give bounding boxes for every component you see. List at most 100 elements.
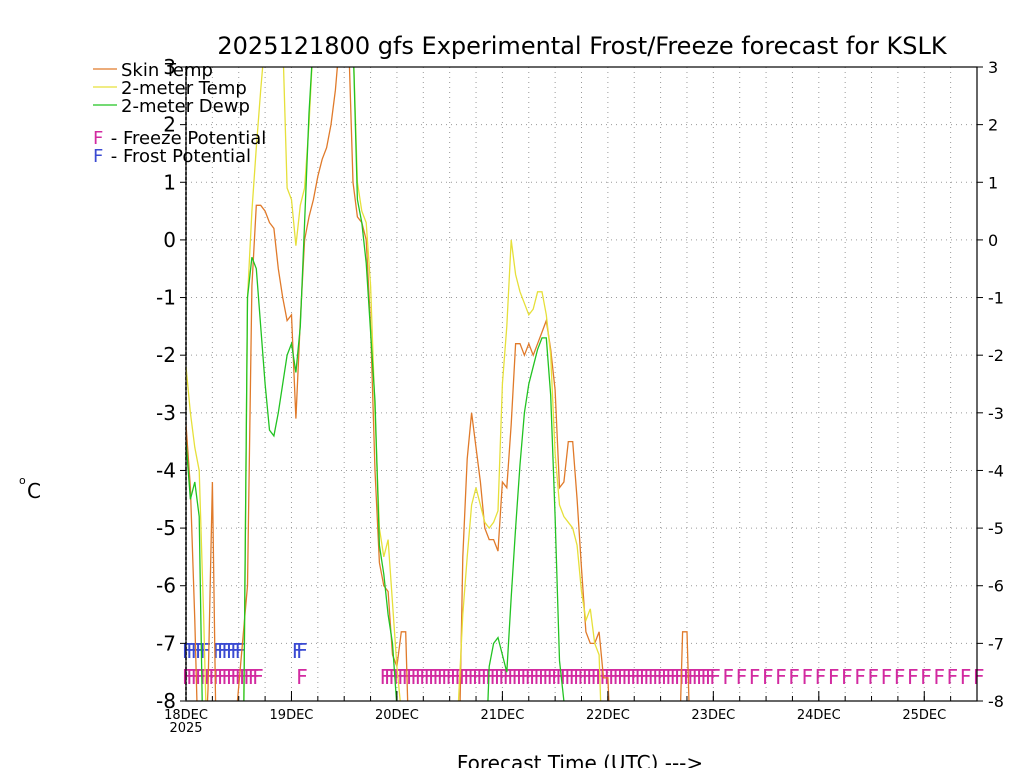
freeze-marker: F xyxy=(182,665,194,689)
freeze-marker: F xyxy=(815,665,827,689)
freeze-marker: F xyxy=(534,665,546,689)
freeze-marker: F xyxy=(665,665,677,689)
freeze-marker: F xyxy=(652,665,664,689)
y-tick-label-right: 3 xyxy=(988,58,998,77)
frost-marker: F xyxy=(213,639,225,663)
y-tick-label-left: -4 xyxy=(156,458,176,482)
freeze-marker: F xyxy=(643,665,655,689)
freeze-marker: F xyxy=(222,665,234,689)
freeze-marker: F xyxy=(613,665,625,689)
freeze-marker: F xyxy=(450,665,462,689)
freeze-marker: F xyxy=(621,665,633,689)
x-tick-label: 22DEC xyxy=(586,708,630,723)
freeze-marker: F xyxy=(701,665,713,689)
freeze-marker: F xyxy=(674,665,686,689)
freeze-marker: F xyxy=(560,665,572,689)
freeze-marker: F xyxy=(802,665,814,689)
freeze-marker: F xyxy=(186,665,198,689)
freeze-marker: F xyxy=(696,665,708,689)
freeze-marker: F xyxy=(933,665,945,689)
freeze-marker: F xyxy=(472,665,484,689)
y-axis-label-unit: C xyxy=(27,479,41,503)
series-skin-temp xyxy=(186,67,690,701)
y-tick-label-right: 0 xyxy=(988,231,998,250)
x-tick-label: 18DEC xyxy=(164,708,208,723)
y-axis-ticks: 3 3 2 2 1 1 0 0 -1 -1 -2 -2 -3 -3 -4 -4 -5 -5 -6 -6 -7 -7 -8 -8 xyxy=(156,55,1004,713)
freeze-marker: F xyxy=(503,665,515,689)
freeze-marker: F xyxy=(775,665,787,689)
legend-frost-text: - Frost Potential xyxy=(105,146,251,167)
freeze-marker: F xyxy=(476,665,488,689)
freeze-marker: F xyxy=(854,665,866,689)
freeze-marker: F xyxy=(208,665,220,689)
y-tick-label-right: -7 xyxy=(988,634,1004,653)
freeze-marker: F xyxy=(661,665,673,689)
y-tick-label-left: 1 xyxy=(163,170,176,194)
freeze-marker: F xyxy=(551,665,563,689)
freeze-marker: F xyxy=(573,665,585,689)
y-tick-label-left: -8 xyxy=(156,689,176,713)
freeze-marker: F xyxy=(578,665,590,689)
freeze-marker: F xyxy=(380,665,392,689)
series-2-meter-temp xyxy=(186,67,602,701)
grid xyxy=(185,67,977,701)
y-tick-label-right: -8 xyxy=(988,692,1004,711)
freeze-marker: F xyxy=(498,665,510,689)
freeze-marker: F xyxy=(529,665,541,689)
x-tick-label: 24DEC xyxy=(797,708,841,723)
freeze-marker: F xyxy=(204,665,216,689)
freeze-marker: F xyxy=(244,665,256,689)
frost-marker: F xyxy=(182,639,194,663)
freeze-marker: F xyxy=(512,665,524,689)
frost-marker: F xyxy=(292,639,304,663)
chart-title: 2025121800 gfs Experimental Frost/Freeze… xyxy=(217,32,947,60)
freeze-marker: F xyxy=(687,665,699,689)
y-tick-label-right: -6 xyxy=(988,577,1004,596)
freeze-marker: F xyxy=(195,665,207,689)
freeze-marker: F xyxy=(542,665,554,689)
y-tick-label-left: -2 xyxy=(156,343,176,367)
freeze-marker: F xyxy=(648,665,660,689)
freeze-marker: F xyxy=(881,665,893,689)
freeze-marker: F xyxy=(248,665,260,689)
freeze-marker: F xyxy=(762,665,774,689)
freeze-marker: F xyxy=(494,665,506,689)
legend-frost-mark: F xyxy=(93,146,103,167)
freeze-marker: F xyxy=(749,665,761,689)
freeze-marker: F xyxy=(463,665,475,689)
freeze-marker: F xyxy=(595,665,607,689)
freeze-marker: F xyxy=(547,665,559,689)
freeze-marker: F xyxy=(516,665,528,689)
freeze-marker: F xyxy=(217,665,229,689)
frost-marker: F xyxy=(191,639,203,663)
freeze-marker: F xyxy=(626,665,638,689)
freeze-marker: F xyxy=(960,665,972,689)
freeze-marker: F xyxy=(507,665,519,689)
x-axis-label: Forecast Time (UTC) ---> xyxy=(457,751,703,768)
y-tick-label-right: -5 xyxy=(988,519,1004,538)
x-tick-label: 19DEC xyxy=(270,708,314,723)
freeze-marker: F xyxy=(485,665,497,689)
y-axis-label: o C xyxy=(19,474,41,503)
freeze-marker: F xyxy=(617,665,629,689)
freeze-marker: F xyxy=(564,665,576,689)
freeze-marker: F xyxy=(608,665,620,689)
freeze-marker: F xyxy=(670,665,682,689)
series-2-meter-dewp xyxy=(186,67,565,701)
freeze-marker: F xyxy=(788,665,800,689)
freeze-marker: F xyxy=(709,665,721,689)
y-axis-label-degree: o xyxy=(19,474,26,487)
freeze-marker: F xyxy=(411,665,423,689)
freeze-marker: F xyxy=(894,665,906,689)
frost-marker: F xyxy=(296,639,308,663)
frost-marker: F xyxy=(235,639,247,663)
y-tick-label-left: 0 xyxy=(163,228,176,252)
freeze-marker: F xyxy=(213,665,225,689)
freeze-marker: F xyxy=(947,665,959,689)
freeze-marker: F xyxy=(736,665,748,689)
freeze-marker: F xyxy=(639,665,651,689)
freeze-marker: F xyxy=(235,665,247,689)
freeze-marker: F xyxy=(490,665,502,689)
x-tick-label: 23DEC xyxy=(691,708,735,723)
freeze-marker: F xyxy=(828,665,840,689)
